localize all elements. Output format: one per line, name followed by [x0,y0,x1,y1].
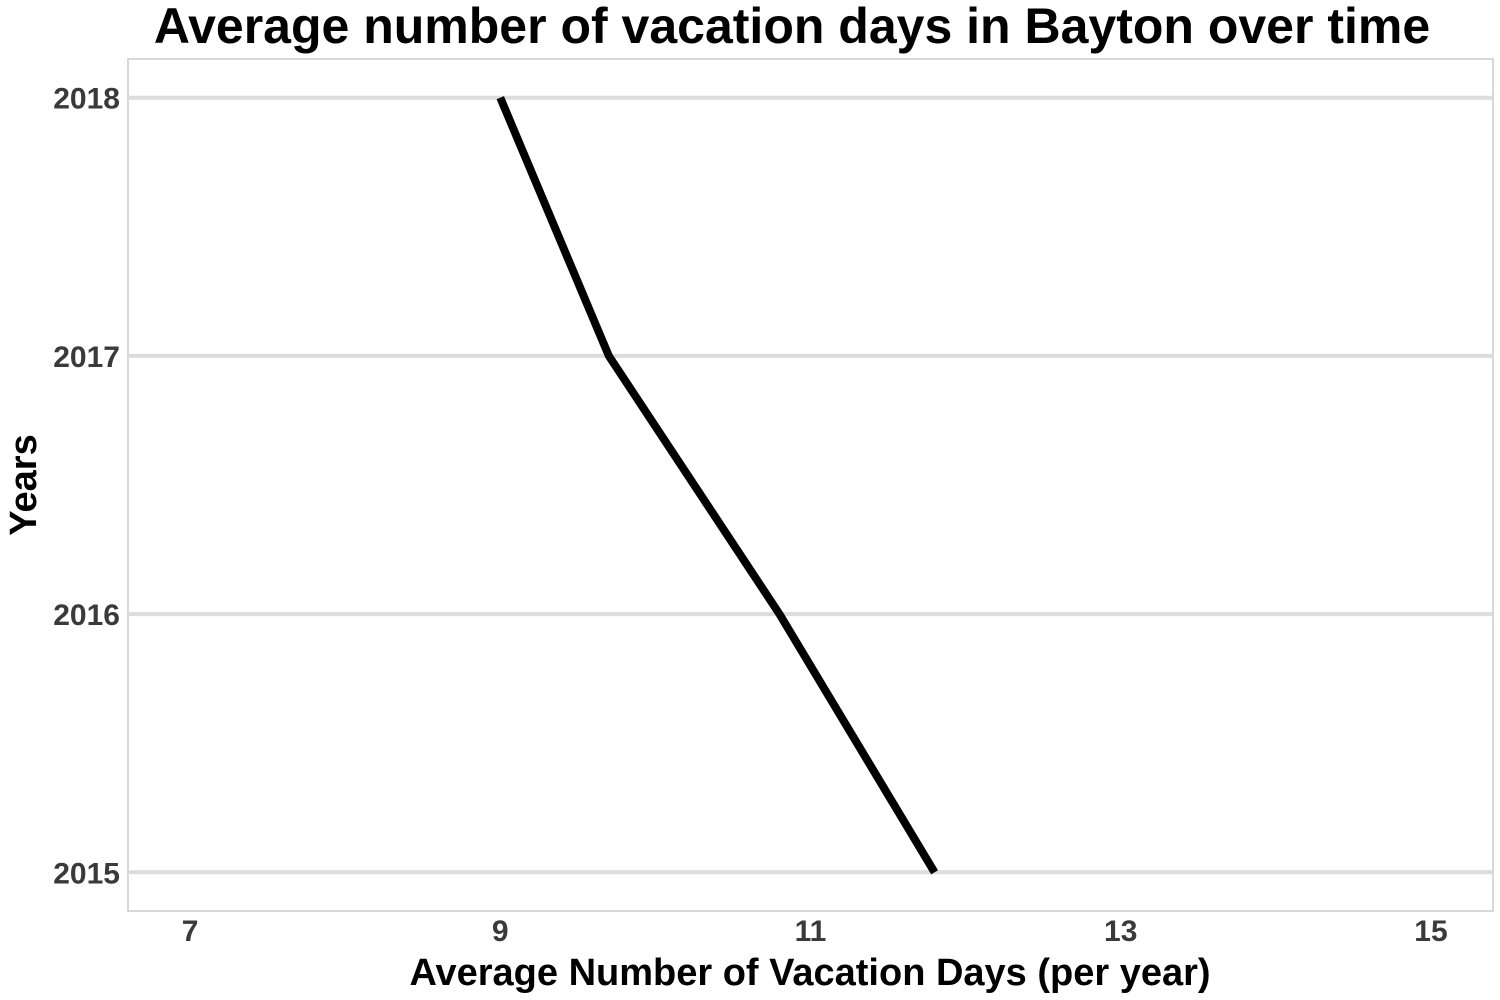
y-tick-label: 2017 [53,341,120,374]
y-tick-label: 2015 [53,857,120,890]
y-tick-labels: 2015 2016 2017 2018 [53,83,120,891]
y-tick-label: 2018 [53,83,120,116]
x-tick-label: 9 [492,915,509,948]
x-tick-label: 15 [1414,915,1447,948]
y-tick-label: 2016 [53,599,120,632]
y-axis-title: Years [3,434,45,535]
plot-panel [127,58,1494,912]
grid-lines [128,95,1493,875]
x-tick-label: 13 [1104,915,1137,948]
x-tick-labels: 7 9 11 13 15 [182,915,1448,948]
x-tick-label: 11 [795,915,827,948]
series-line [496,96,939,875]
x-axis-title: Average Number of Vacation Days (per yea… [409,952,1210,994]
x-tick-label: 7 [182,915,199,948]
chart-title: Average number of vacation days in Bayto… [154,0,1430,54]
series-group [496,96,939,875]
